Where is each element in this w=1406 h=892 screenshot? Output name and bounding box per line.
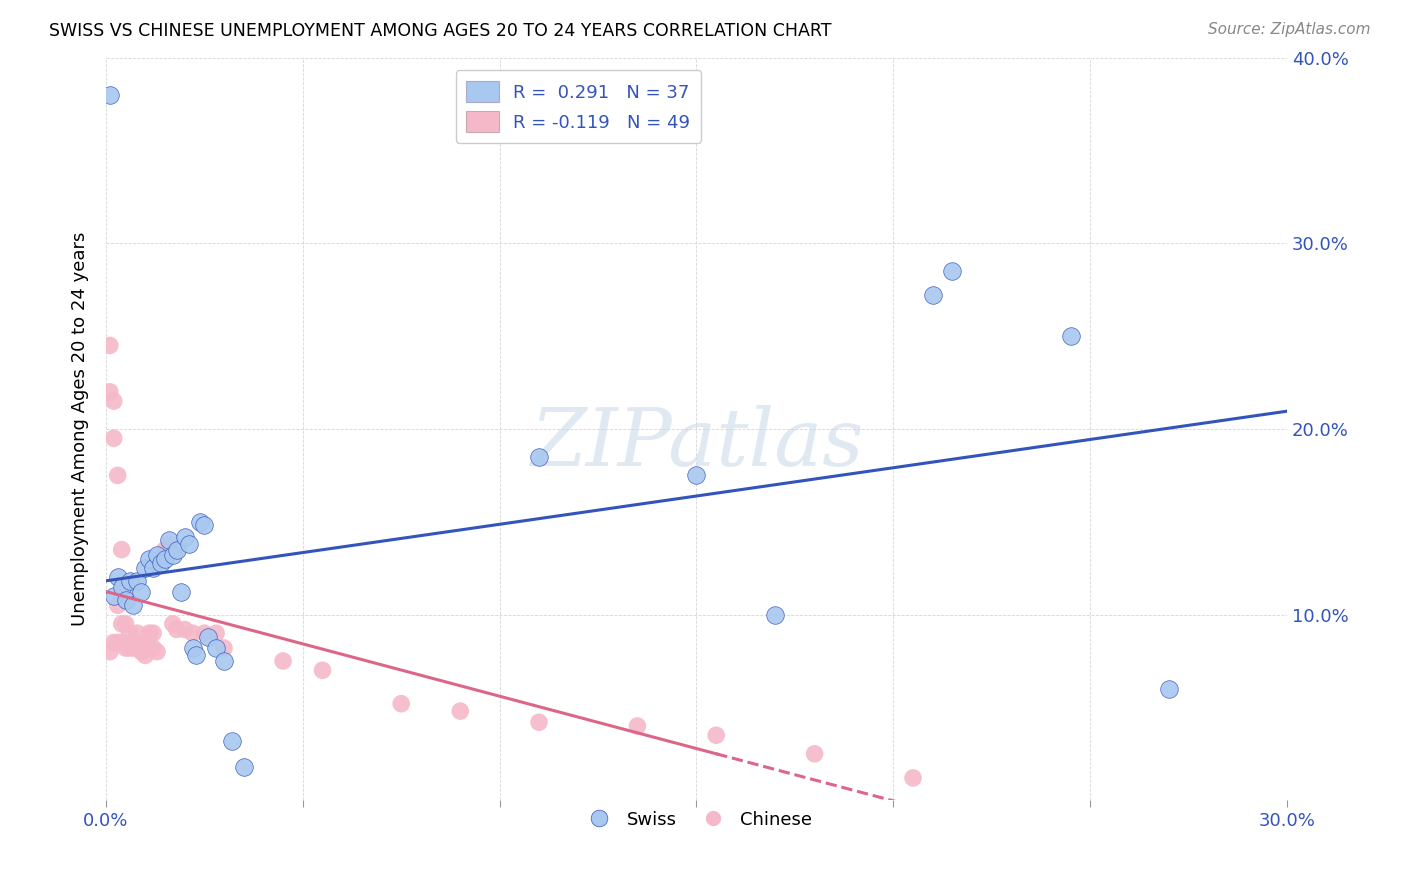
Point: [205, 626, 228, 640]
Point: [157, 533, 180, 548]
Point: [177, 537, 200, 551]
Point: [98, 645, 121, 659]
Text: Source: ZipAtlas.com: Source: ZipAtlas.com: [1208, 22, 1371, 37]
Point: [114, 592, 136, 607]
Text: ZIPatlas: ZIPatlas: [530, 405, 863, 483]
Point: [114, 589, 136, 603]
Point: [118, 640, 141, 655]
Point: [150, 552, 173, 566]
Point: [626, 719, 648, 733]
Point: [103, 635, 125, 649]
Point: [131, 585, 153, 599]
Point: [107, 599, 129, 613]
Point: [127, 626, 149, 640]
Point: [232, 760, 254, 774]
Legend: Swiss, Chinese: Swiss, Chinese: [574, 804, 818, 836]
Point: [111, 616, 134, 631]
Point: [157, 537, 180, 551]
Point: [186, 648, 208, 663]
Point: [205, 640, 228, 655]
Point: [134, 561, 156, 575]
Point: [1059, 329, 1081, 343]
Point: [704, 728, 727, 742]
Point: [166, 542, 188, 557]
Point: [1157, 681, 1180, 696]
Point: [114, 640, 136, 655]
Point: [311, 663, 333, 677]
Point: [118, 574, 141, 589]
Point: [197, 630, 219, 644]
Point: [107, 570, 129, 584]
Point: [150, 556, 173, 570]
Point: [941, 264, 963, 278]
Point: [127, 574, 149, 589]
Point: [763, 607, 786, 622]
Point: [162, 548, 184, 562]
Point: [146, 548, 169, 562]
Point: [103, 394, 125, 409]
Point: [111, 542, 134, 557]
Point: [131, 645, 153, 659]
Point: [212, 640, 235, 655]
Point: [685, 468, 707, 483]
Point: [122, 599, 145, 613]
Point: [527, 715, 550, 730]
Point: [98, 384, 121, 399]
Point: [98, 338, 121, 352]
Point: [166, 623, 188, 637]
Point: [138, 552, 160, 566]
Point: [103, 589, 125, 603]
Point: [127, 640, 149, 655]
Point: [103, 431, 125, 445]
Point: [193, 626, 215, 640]
Point: [122, 640, 145, 655]
Point: [162, 616, 184, 631]
Point: [107, 635, 129, 649]
Point: [921, 288, 943, 302]
Point: [114, 616, 136, 631]
Point: [181, 640, 204, 655]
Point: [181, 626, 204, 640]
Point: [134, 648, 156, 663]
Point: [173, 530, 195, 544]
Point: [98, 87, 121, 102]
Point: [138, 626, 160, 640]
Point: [142, 626, 165, 640]
Point: [138, 640, 160, 655]
Point: [173, 623, 195, 637]
Point: [527, 450, 550, 464]
Text: SWISS VS CHINESE UNEMPLOYMENT AMONG AGES 20 TO 24 YEARS CORRELATION CHART: SWISS VS CHINESE UNEMPLOYMENT AMONG AGES…: [49, 22, 832, 40]
Point: [142, 561, 165, 575]
Point: [111, 580, 134, 594]
Point: [118, 626, 141, 640]
Point: [146, 645, 169, 659]
Point: [271, 654, 294, 668]
Point: [190, 515, 212, 529]
Point: [389, 697, 412, 711]
Point: [122, 635, 145, 649]
Point: [803, 747, 825, 761]
Point: [134, 640, 156, 655]
Point: [449, 704, 471, 718]
Point: [107, 468, 129, 483]
Y-axis label: Unemployment Among Ages 20 to 24 years: Unemployment Among Ages 20 to 24 years: [72, 232, 89, 626]
Point: [153, 552, 176, 566]
Point: [111, 635, 134, 649]
Point: [901, 771, 924, 785]
Point: [153, 542, 176, 557]
Point: [212, 654, 235, 668]
Point: [142, 640, 165, 655]
Point: [193, 518, 215, 533]
Point: [221, 734, 243, 748]
Point: [131, 640, 153, 655]
Point: [170, 585, 193, 599]
